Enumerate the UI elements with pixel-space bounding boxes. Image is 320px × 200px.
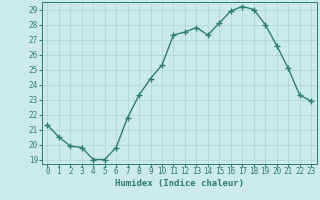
X-axis label: Humidex (Indice chaleur): Humidex (Indice chaleur) (115, 179, 244, 188)
